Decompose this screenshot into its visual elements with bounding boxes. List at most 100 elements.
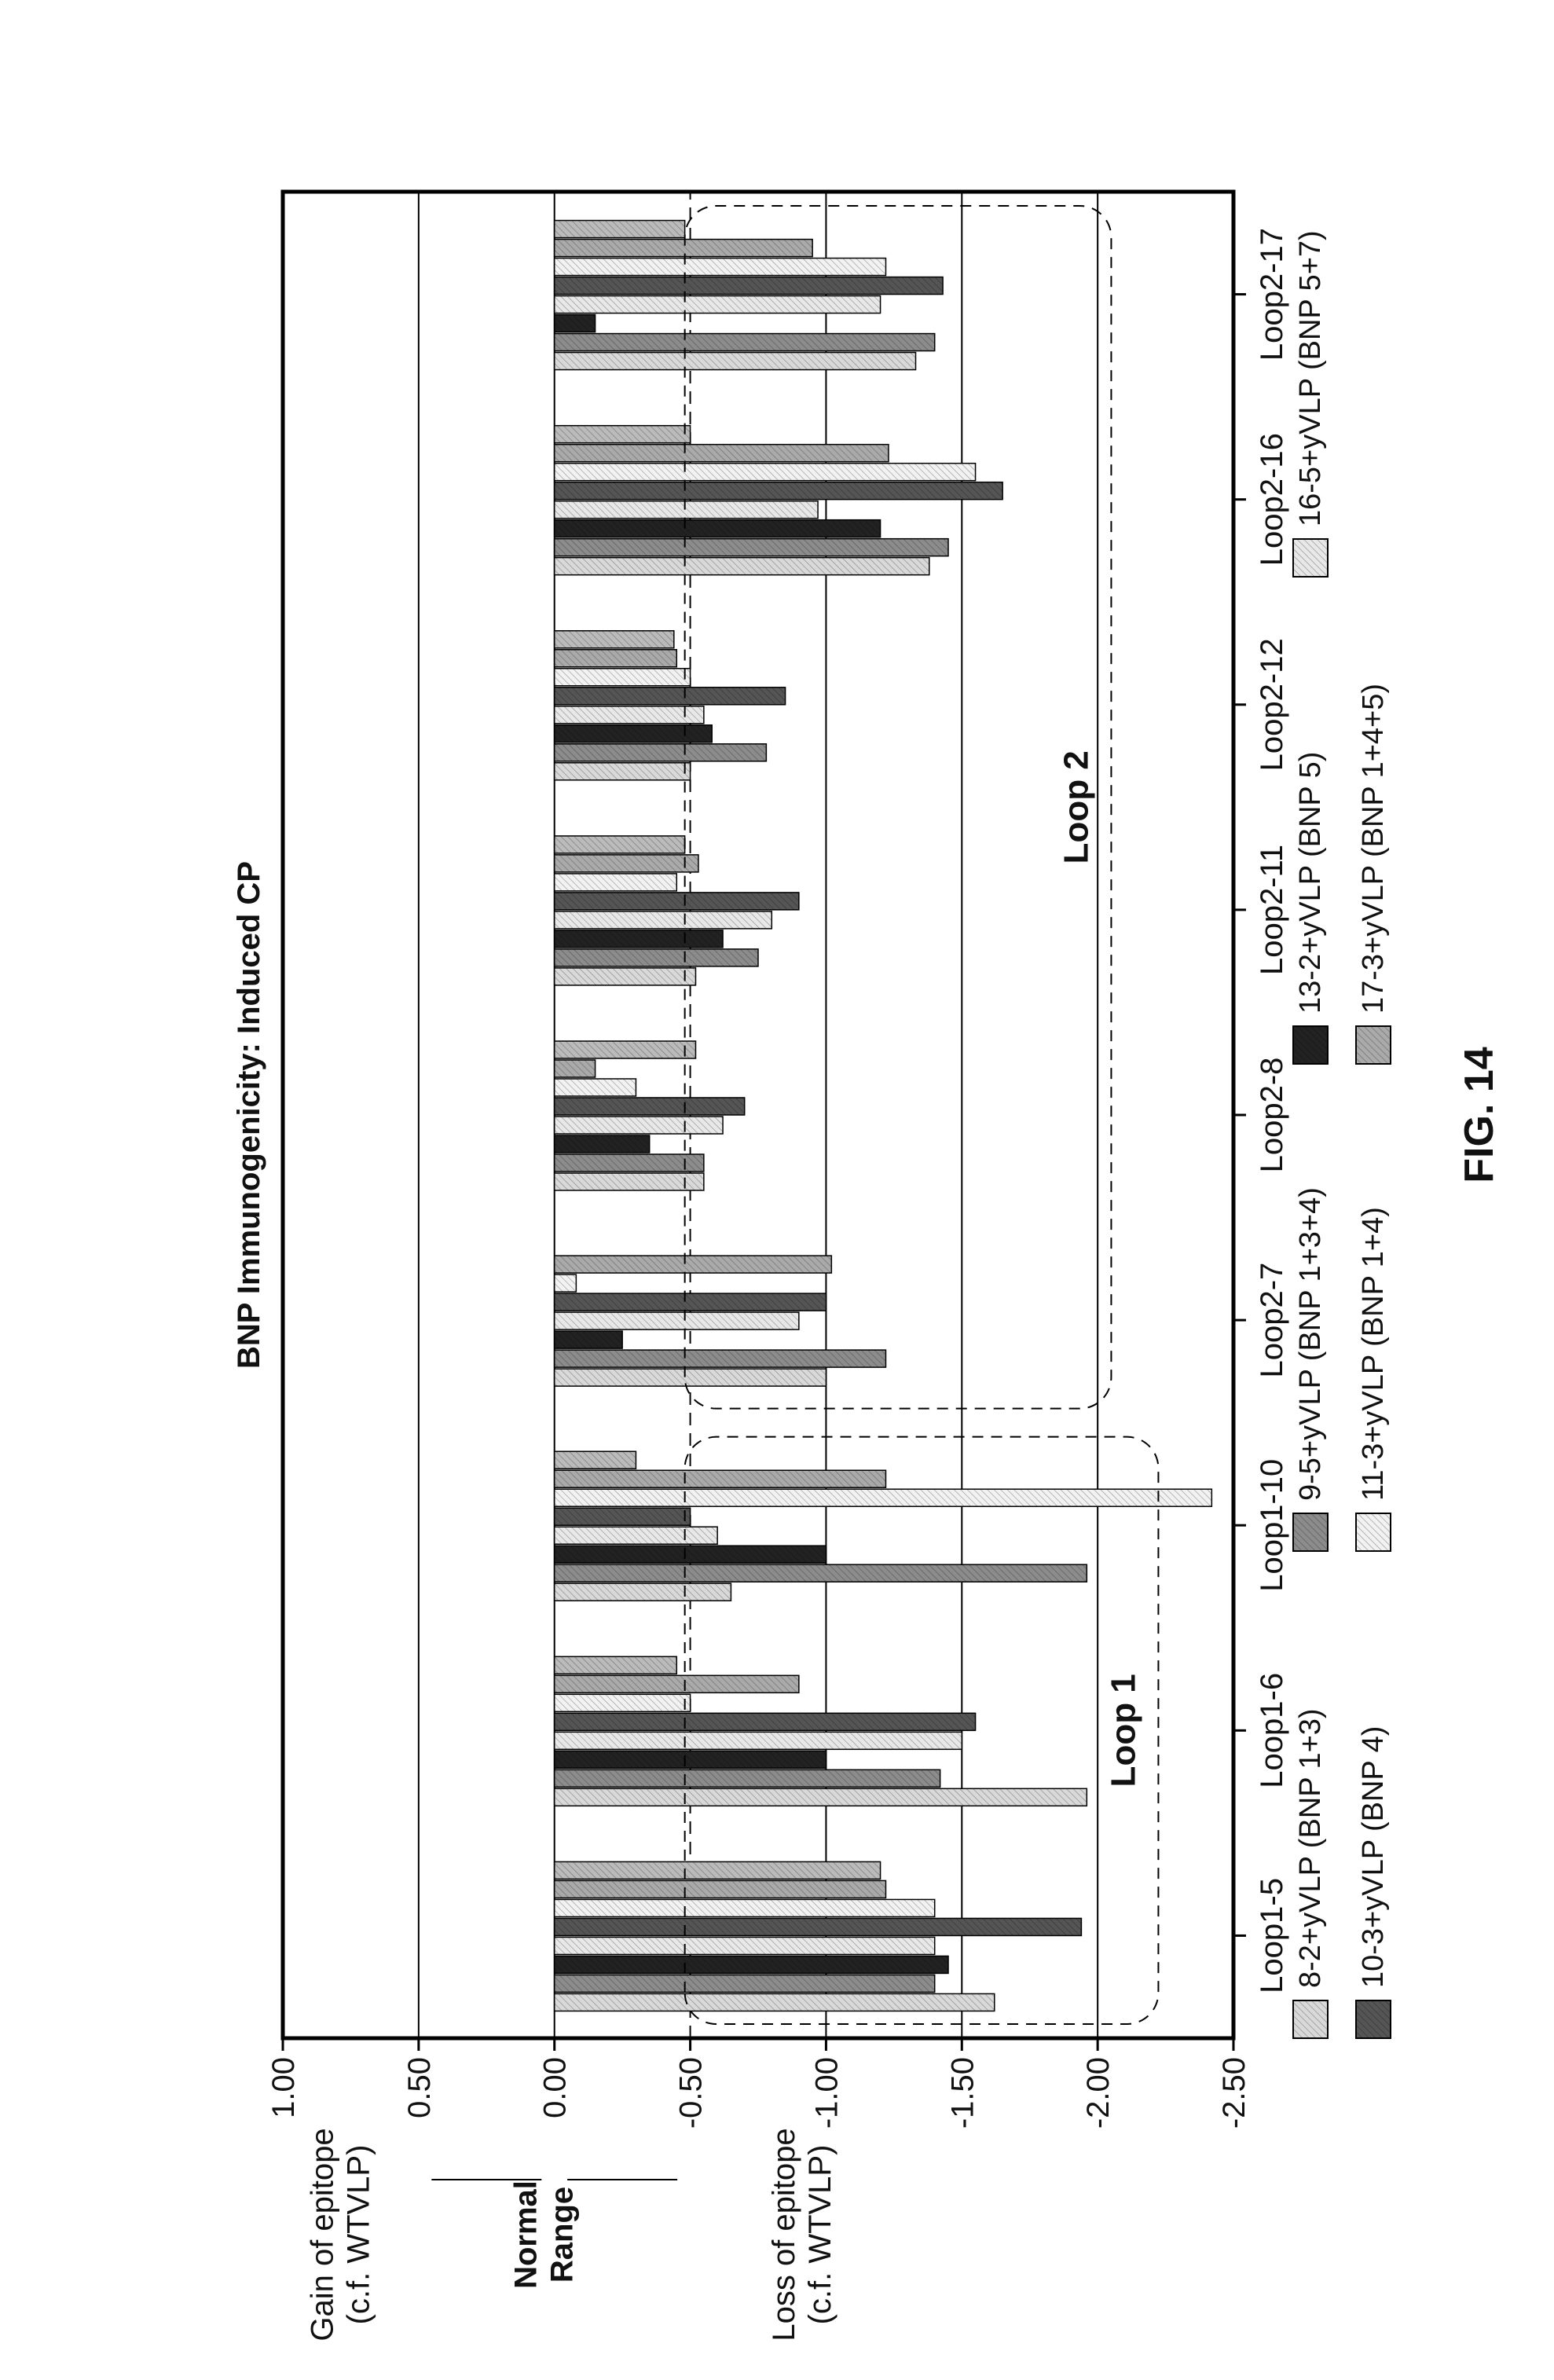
bar-hatch <box>554 538 948 556</box>
bar-hatch <box>554 1527 718 1545</box>
bar-hatch <box>554 333 935 351</box>
legend-label: 17-3+yVLP (BNP 1+4+5) <box>1357 684 1390 1014</box>
bar-hatch <box>554 277 944 295</box>
legend-swatch-hatch <box>1293 539 1328 577</box>
legend-swatch-hatch <box>1356 1513 1391 1551</box>
bar-hatch <box>554 314 596 332</box>
y-tick-label: -2.50 <box>1217 2057 1252 2129</box>
bar-hatch <box>554 854 698 872</box>
bar-hatch <box>554 743 767 761</box>
bar-hatch <box>554 501 819 519</box>
legend-swatch-hatch <box>1293 1513 1328 1551</box>
bar-hatch <box>554 1993 995 2011</box>
bar-hatch <box>554 1937 935 1955</box>
bar-hatch <box>554 1274 577 1293</box>
bar-hatch <box>554 967 696 985</box>
x-tick-label: Loop1-6 <box>1255 1673 1289 1788</box>
bar-hatch <box>554 630 674 648</box>
bar-hatch <box>554 1470 886 1488</box>
bar-hatch <box>554 1293 826 1311</box>
bar-hatch <box>554 892 799 910</box>
x-tick-label: Loop1-5 <box>1255 1878 1289 1993</box>
bar-hatch <box>554 1918 1082 1936</box>
bar-hatch <box>554 1489 1212 1507</box>
x-tick-label: Loop2-8 <box>1255 1058 1289 1173</box>
group-bracket <box>684 205 1112 1410</box>
bar-hatch <box>554 1154 704 1172</box>
bar-hatch <box>554 1751 826 1769</box>
legend-swatch-hatch <box>1356 2000 1391 2038</box>
y-label-gain: (c.f. WTVLP) <box>341 2145 376 2325</box>
bar-hatch <box>554 1312 799 1330</box>
bar-hatch <box>554 668 691 686</box>
bar-hatch <box>554 1899 935 1917</box>
bar-hatch <box>554 1788 1087 1806</box>
bar-hatch <box>554 724 713 743</box>
y-label-normal: Range <box>545 2187 580 2283</box>
bar-hatch <box>554 444 889 462</box>
bar-hatch <box>554 911 772 929</box>
bar-hatch <box>554 1732 962 1750</box>
bar-hatch <box>554 1079 636 1096</box>
bar-hatch <box>554 557 929 575</box>
bar-hatch <box>554 425 691 443</box>
bar-hatch <box>554 258 886 276</box>
y-tick-label: -1.00 <box>809 2057 844 2129</box>
bar-hatch <box>554 1713 976 1731</box>
x-tick-label: Loop2-7 <box>1255 1263 1289 1378</box>
y-tick-label: -1.50 <box>945 2057 980 2129</box>
legend-swatch-hatch <box>1356 1026 1391 1064</box>
bar-hatch <box>554 463 976 481</box>
bar-hatch <box>554 1451 636 1469</box>
bar-hatch <box>554 835 685 853</box>
y-tick-label: -0.50 <box>674 2057 709 2129</box>
bar-hatch <box>554 239 813 257</box>
bar-hatch <box>554 295 881 314</box>
bar-hatch <box>554 687 786 705</box>
bar-hatch <box>554 1041 696 1058</box>
bar-hatch <box>554 1880 886 1898</box>
y-tick-label: 0.50 <box>402 2057 437 2118</box>
bar-hatch <box>554 1117 724 1134</box>
legend-label: 13-2+yVLP (BNP 5) <box>1294 752 1327 1014</box>
bar-hatch <box>554 1675 799 1693</box>
group-bracket <box>684 1436 1160 2025</box>
bar-hatch <box>554 1369 826 1387</box>
figure-label: FIG. 14 <box>1457 1047 1502 1183</box>
legend-label: 11-3+yVLP (BNP 1+4) <box>1357 1207 1390 1501</box>
bar-hatch <box>554 1331 623 1349</box>
legend-label: 8-2+yVLP (BNP 1+3) <box>1294 1708 1327 1988</box>
chart-title: BNP Immunogenicity: Induced CP <box>232 861 266 1369</box>
legend-swatch-hatch <box>1293 1026 1328 1064</box>
y-tick-label: 1.00 <box>266 2057 301 2118</box>
legend-swatch-hatch <box>1293 2000 1328 2038</box>
legend-label: 10-3+yVLP (BNP 4) <box>1357 1726 1390 1988</box>
legend-label: 9-5+yVLP (BNP 1+3+4) <box>1294 1187 1327 1501</box>
bar-hatch <box>554 482 1003 500</box>
bar-hatch <box>554 1975 935 1993</box>
bar-hatch <box>554 1956 948 1974</box>
bar-hatch <box>554 930 724 948</box>
bar-hatch <box>554 706 704 724</box>
bar-hatch <box>554 1546 826 1564</box>
bar-hatch <box>554 1583 731 1601</box>
group-label: Loop 1 <box>1104 1674 1142 1787</box>
y-label-normal: Normal <box>509 2180 544 2289</box>
x-tick-label: Loop1-10 <box>1255 1459 1289 1592</box>
bar-hatch <box>554 873 677 891</box>
y-label-loss: Loss of epitope <box>767 2128 801 2341</box>
bar-hatch <box>554 1350 886 1368</box>
bar-hatch <box>554 1694 691 1712</box>
x-tick-label: Loop2-11 <box>1255 845 1289 975</box>
y-tick-label: -2.00 <box>1081 2057 1116 2129</box>
bar-hatch <box>554 1256 832 1274</box>
x-tick-label: Loop2-12 <box>1255 638 1289 771</box>
y-tick-label: 0.00 <box>538 2057 573 2118</box>
bar-hatch <box>554 1508 691 1526</box>
y-label-loss: (c.f. WTVLP) <box>803 2145 837 2325</box>
bar-hatch <box>554 1656 677 1674</box>
group-label: Loop 2 <box>1057 750 1095 864</box>
bar-hatch <box>554 352 916 370</box>
bar-hatch <box>554 1861 881 1879</box>
